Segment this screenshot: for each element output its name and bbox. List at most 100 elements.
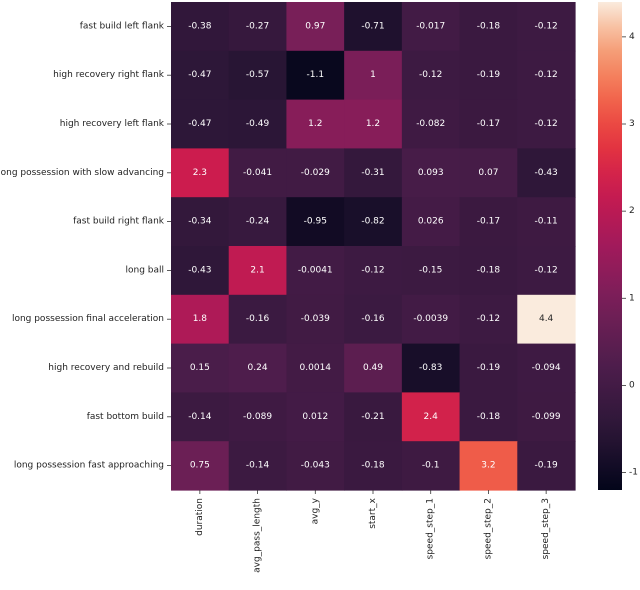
cell-value-label: -0.099 [532, 412, 561, 422]
cell-value-label: 0.75 [190, 461, 210, 471]
cell-value-label: 0.97 [305, 21, 325, 31]
cell-value-label: -0.041 [243, 168, 272, 178]
column-label: avg_y [310, 497, 320, 524]
heatmap-cell [344, 441, 403, 491]
heatmap-cell [401, 148, 461, 198]
colorbar-tick-label: 2 [629, 206, 635, 216]
heatmap-cell [459, 99, 518, 149]
heatmap-cell [517, 197, 576, 247]
cell-value-label: -0.19 [534, 461, 558, 471]
cell-value-label: -0.0039 [413, 314, 448, 324]
row-label: long possession with slow advancing [0, 168, 164, 178]
cell-value-label: -0.47 [188, 70, 211, 80]
heatmap-cell [228, 294, 288, 345]
heatmap-cell [171, 441, 230, 491]
column-label: speed_step_2 [483, 498, 493, 559]
heatmap-cell [171, 148, 230, 198]
row-label: fast build left flank [80, 21, 165, 31]
cell-value-label: -0.089 [243, 412, 272, 422]
cell-value-label: -0.71 [361, 21, 384, 31]
heatmap-cell [344, 343, 403, 393]
cell-value-label: 0.15 [190, 363, 210, 373]
heatmap-cell [344, 148, 403, 198]
colorbar: -1 0 1 2 3 4 [598, 2, 638, 490]
heatmap-cell [459, 50, 518, 101]
heatmap-cell [171, 246, 230, 296]
row-label: high recovery left flank [60, 119, 165, 129]
colorbar-tick-label: 4 [629, 32, 635, 42]
heatmap-cell [228, 441, 288, 491]
column-label: start_x [368, 497, 378, 528]
heatmap-cell [517, 50, 576, 101]
heatmap-cell [344, 197, 403, 247]
heatmap-cell [401, 246, 461, 296]
heatmap-cell [228, 246, 288, 296]
cell-value-label: -0.83 [419, 363, 442, 373]
cell-value-label: 2.4 [424, 412, 439, 422]
cell-value-label: -0.12 [534, 265, 557, 275]
cell-value-label: 0.49 [363, 363, 383, 373]
column-label: speed_step_3 [541, 498, 551, 559]
cell-value-label: -0.039 [301, 314, 330, 324]
cell-value-label: 1.2 [366, 119, 380, 129]
cell-value-label: -0.094 [532, 363, 561, 373]
heatmap-cell [171, 2, 230, 52]
cell-value-label: -0.0041 [298, 265, 333, 275]
colorbar-gradient [598, 2, 622, 490]
row-labels: fast build left flank high recovery right… [0, 21, 171, 471]
cell-value-label: -0.14 [188, 412, 212, 422]
heatmap-cell [459, 343, 518, 393]
heatmap-cell [401, 197, 461, 247]
cell-value-label: -0.18 [477, 412, 501, 422]
cell-value-label: 1.2 [308, 119, 322, 129]
cell-value-label: 0.07 [478, 168, 498, 178]
cell-value-label: -0.14 [246, 461, 270, 471]
heatmap-cell [459, 441, 518, 491]
cell-value-label: 0.24 [248, 363, 268, 373]
cell-value-label: 2.3 [193, 168, 207, 178]
cell-value-label: -0.17 [477, 119, 500, 129]
heatmap-cell [401, 2, 461, 52]
cell-value-label: -0.57 [246, 70, 269, 80]
row-label: long ball [125, 265, 164, 275]
column-labels: duration avg_pass_length avg_y start_x speed… [195, 490, 551, 573]
cell-value-label: -0.18 [477, 265, 501, 275]
cell-value-label: -0.47 [188, 119, 211, 129]
cell-value-label: -0.19 [477, 363, 501, 373]
heatmap-cell [228, 148, 288, 198]
heatmap-cell [286, 50, 345, 101]
heatmap-cell [286, 2, 345, 52]
heatmap-cell [344, 392, 403, 442]
cell-value-label: 1 [370, 70, 376, 80]
heatmap-cell [228, 197, 288, 247]
row-label: fast build right flank [73, 217, 165, 227]
heatmap-cell [171, 343, 230, 393]
heatmap-cell [171, 392, 230, 442]
heatmap-cell [459, 148, 518, 198]
cell-value-label: 3.2 [481, 461, 495, 471]
cell-value-label: -0.43 [534, 168, 557, 178]
heatmap-cell [228, 50, 288, 101]
cell-value-label: -0.34 [188, 217, 212, 227]
cell-value-label: -0.12 [477, 314, 500, 324]
heatmap-cell [517, 99, 576, 149]
row-label: long possession final acceleration [12, 314, 164, 324]
heatmap-cell [228, 392, 288, 442]
cell-value-label: -0.21 [361, 412, 384, 422]
cell-value-label: -0.12 [534, 70, 557, 80]
column-label: duration [195, 498, 205, 536]
cell-value-label: 4.4 [539, 314, 554, 324]
heatmap-cell [228, 343, 288, 393]
heatmap-cell [401, 441, 461, 491]
heatmap-cells [171, 2, 576, 491]
heatmap-cell [459, 246, 518, 296]
cell-value-label: -0.24 [246, 217, 270, 227]
row-label: long possession fast approaching [14, 461, 164, 471]
heatmap-cell [459, 197, 518, 247]
colorbar-tick-label: 0 [629, 380, 635, 390]
cell-value-label: -0.19 [477, 70, 501, 80]
heatmap-cell [459, 2, 518, 52]
cell-value-label: -0.82 [361, 217, 384, 227]
cell-value-label: -0.95 [304, 217, 327, 227]
heatmap-cell [286, 197, 345, 247]
